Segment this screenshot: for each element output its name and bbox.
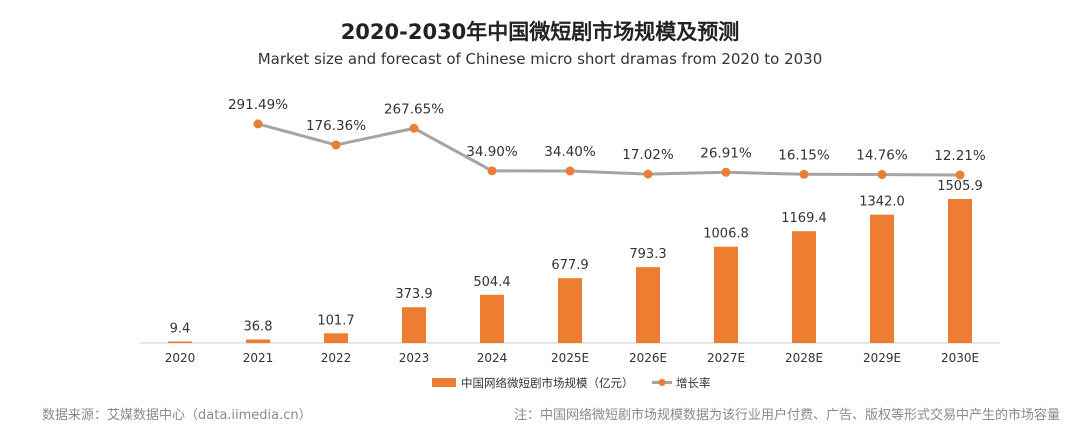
bar-label: 793.3 [629,247,666,262]
growth-point [409,123,419,133]
legend-line-label: 增长率 [676,376,711,390]
growth-point [487,166,497,176]
bar [714,246,738,343]
growth-point [721,167,731,177]
x-tick-label: 2022 [321,351,352,365]
x-tick-label: 2029E [863,351,901,365]
growth-point [565,166,575,176]
growth-line [257,122,961,177]
growth-label: 26.91% [700,145,752,161]
bar-label: 1342.0 [859,195,905,210]
bar [480,294,504,343]
growth-label: 12.21% [934,148,986,164]
bar [324,333,348,343]
growth-point [877,170,887,180]
bar-label: 504.4 [473,275,510,290]
x-tick-label: 2021 [243,351,274,365]
bar-label: 677.9 [551,258,588,273]
growth-point [643,169,653,179]
bar [402,307,426,343]
bar [792,231,816,343]
bar-label: 36.8 [244,319,273,334]
growth-point [331,140,341,150]
growth-label: 17.02% [622,147,674,163]
x-tick-label: 2023 [399,351,430,365]
bar-label: 373.9 [395,287,432,302]
growth-point [253,119,263,129]
growth-point [799,169,809,179]
x-tick-label: 2020 [165,351,196,365]
bar-label: 1169.4 [781,211,827,226]
growth-label: 176.36% [306,118,366,134]
growth-point [955,170,965,180]
x-tick-label: 2030E [941,351,979,365]
x-tick-label: 2027E [707,351,745,365]
bar [636,267,660,343]
growth-label: 291.49% [228,97,288,113]
legend-bar-label: 中国网络微短剧市场规模（亿元） [461,376,634,390]
footnote: 注：中国网络微短剧市场规模数据为该行业用户付费、广告、版权等形式交易中产生的市场… [513,408,1060,423]
legend-bar-swatch [432,378,456,387]
x-tick-label: 2024 [477,351,508,365]
bar-label: 1505.9 [937,179,983,194]
growth-label: 14.76% [856,148,908,164]
source-note: 数据来源：艾媒数据中心（data.iimedia.cn） [42,408,312,423]
bar-label: 9.4 [170,322,191,337]
bar [558,278,582,343]
bar-label: 1006.8 [703,227,749,242]
bar [168,341,192,343]
legend-line-marker [658,379,666,386]
bar [246,339,270,343]
x-tick-label: 2026E [629,351,667,365]
growth-label: 267.65% [384,101,444,117]
bar [948,199,972,343]
bar [870,214,894,343]
growth-label: 16.15% [778,147,830,163]
chart-subtitle: Market size and forecast of Chinese micr… [257,50,823,68]
growth-label: 34.40% [544,144,596,160]
bar-label: 101.7 [317,313,354,328]
chart-title: 2020-2030年中国微短剧市场规模及预测 [340,20,740,44]
x-tick-label: 2028E [785,351,823,365]
x-tick-label: 2025E [551,351,589,365]
growth-label: 34.90% [466,144,518,160]
